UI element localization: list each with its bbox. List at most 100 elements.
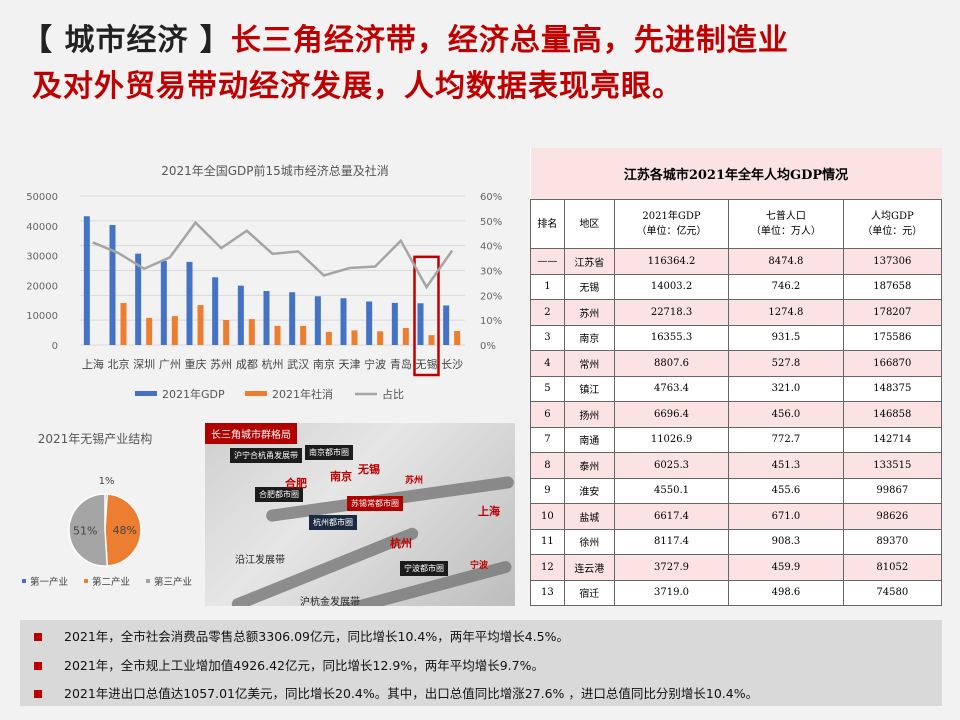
table-cell: 166870: [842, 350, 943, 377]
table-cell: 4550.1: [613, 477, 730, 504]
left-tick-label: 50000: [26, 192, 58, 203]
table-cell: 498.6: [728, 579, 844, 606]
right-tick-label: 0%: [480, 341, 496, 352]
table-row: 8 泰州 6025.3 451.3 133515: [530, 452, 943, 479]
retail-bar: [454, 330, 461, 345]
bullet-icon: [34, 690, 42, 698]
table-cell: 9: [530, 477, 565, 504]
gdp-bar: [237, 285, 244, 345]
legend-label: 2021年社消: [272, 387, 333, 401]
title-prefix: 【 城市经济 】: [22, 23, 231, 58]
table-cell: 南京: [563, 324, 615, 351]
table-cell: 4: [530, 350, 565, 377]
column-header: 人均GDP （单位：元）: [842, 199, 943, 249]
table-cell: 146858: [842, 401, 943, 428]
slide-title: 【 城市经济 】长三角经济带，经济总量高，先进制造业 及对外贸易带动经济发展，人…: [22, 18, 789, 110]
table-cell: 3719.0: [613, 579, 730, 606]
table-cell: 175586: [842, 324, 943, 351]
table-cell: 455.6: [728, 477, 844, 504]
table-row: 11 徐州 8117.4 908.3 89370: [530, 528, 943, 555]
gdp-bar: [289, 292, 296, 345]
category-label: 青岛: [390, 357, 412, 371]
map-tag: 沪宁合杭甬发展带: [230, 448, 302, 463]
gdp-bar: [391, 302, 398, 345]
table-cell: ——: [530, 248, 565, 275]
gdp-combo-chart: 2021年全国GDP前15城市经济总量及社消 0% 10% 20% 30% 40% 50% 6…: [26, 163, 502, 401]
legend-swatch: [22, 579, 26, 583]
retail-bar: [171, 316, 178, 345]
table-cell: 746.2: [728, 273, 844, 300]
right-tick-label: 40%: [480, 242, 502, 253]
table-cell: 133515: [842, 452, 943, 479]
table-cell: 镇江: [563, 375, 615, 402]
table-row: 1 无锡 14003.2 746.2 187658: [530, 273, 943, 300]
map-tag: 杭州都市圈: [309, 515, 357, 530]
table-cell: 3727.9: [613, 554, 730, 581]
map-tag: 南京都市圈: [305, 445, 353, 460]
table-row: 10 盐城 6617.4 671.0 98626: [530, 503, 943, 530]
right-tick-label: 30%: [480, 267, 502, 278]
ratio-line: [92, 220, 454, 290]
table-cell: 宿迁: [563, 579, 615, 606]
note-item: 2021年，全市社会消费品零售总额3306.09亿元，同比增长10.4%，两年平…: [34, 626, 569, 645]
pie-value-label: 1%: [99, 476, 115, 487]
table-cell: 12: [530, 554, 565, 581]
category-label: 成都: [236, 358, 258, 371]
map-band-label: 沪杭金发展带: [300, 597, 360, 606]
column-header: 2021年GDP （单位：亿元）: [613, 199, 730, 249]
legend-label: 第三产业: [154, 576, 192, 588]
table-cell: 8474.8: [728, 248, 844, 275]
jiangsu-gdp-table: 江苏各城市2021年全年人均GDP情况 排名 地区 2021年GDP （单位：亿元）七…: [530, 148, 943, 606]
table-cell: 187658: [842, 273, 943, 300]
map-tag: 苏锡常都市圈: [347, 496, 403, 511]
category-label: 苏州: [210, 358, 232, 371]
table-cell: 74580: [842, 579, 943, 606]
left-tick-label: 40000: [26, 222, 58, 233]
retail-bar: [248, 319, 255, 345]
table-cell: 671.0: [728, 503, 844, 530]
retail-bar: [146, 317, 153, 345]
category-label: 杭州: [262, 357, 284, 371]
map-city: 杭州: [390, 537, 412, 550]
table-row: 5 镇江 4763.4 321.0 148375: [530, 375, 943, 402]
retail-bar: [377, 331, 384, 345]
category-label: 宁波: [364, 357, 386, 371]
map-city: 宁波: [470, 561, 489, 571]
table-cell: 3: [530, 324, 565, 351]
table-cell: 98626: [842, 503, 943, 530]
map-tag: 宁波都市圈: [400, 561, 448, 576]
table-cell: 89370: [842, 528, 943, 555]
pie-title: 2021年无锡产业结构: [38, 431, 153, 446]
gdp-bar: [314, 296, 321, 345]
map-header: 长三角城市群格局: [205, 423, 297, 444]
retail-bar: [325, 331, 332, 345]
column-header: 地区: [563, 199, 615, 249]
category-label: 北京: [108, 357, 130, 371]
table-row: 2 苏州 22718.3 1274.8 178207: [530, 299, 943, 326]
table-cell: 459.9: [728, 554, 844, 581]
category-label: 武汉: [287, 358, 309, 371]
category-label: 深圳: [133, 358, 155, 371]
legend-swatch: [146, 579, 150, 583]
table-cell: 13: [530, 579, 565, 606]
pie-slice: [68, 493, 109, 567]
table-cell: 14003.2: [613, 273, 730, 300]
table-cell: 1274.8: [728, 299, 844, 326]
table-cell: 6617.4: [613, 503, 730, 530]
note-text: 2021年，全市规上工业增加值4926.42亿元，同比增长12.9%，两年平均增…: [64, 658, 544, 673]
category-label: 南京: [313, 357, 335, 371]
table-cell: 2: [530, 299, 565, 326]
table-row: 9 淮安 4550.1 455.6 99867: [530, 477, 943, 504]
column-header: 七普人口 （单位：万人）: [728, 199, 844, 249]
table-cell: 16355.3: [613, 324, 730, 351]
category-label: 广州: [159, 358, 181, 371]
table-row: —— 江苏省 116364.2 8474.8 137306: [530, 248, 943, 275]
table-cell: 772.7: [728, 426, 844, 453]
retail-bar: [197, 305, 204, 345]
pie-slice: [104, 493, 142, 567]
gdp-bar: [366, 301, 373, 345]
map-city: 无锡: [358, 463, 380, 476]
map-city: 南京: [330, 470, 352, 483]
retail-bar: [300, 325, 307, 345]
category-label: 重庆: [185, 357, 207, 371]
